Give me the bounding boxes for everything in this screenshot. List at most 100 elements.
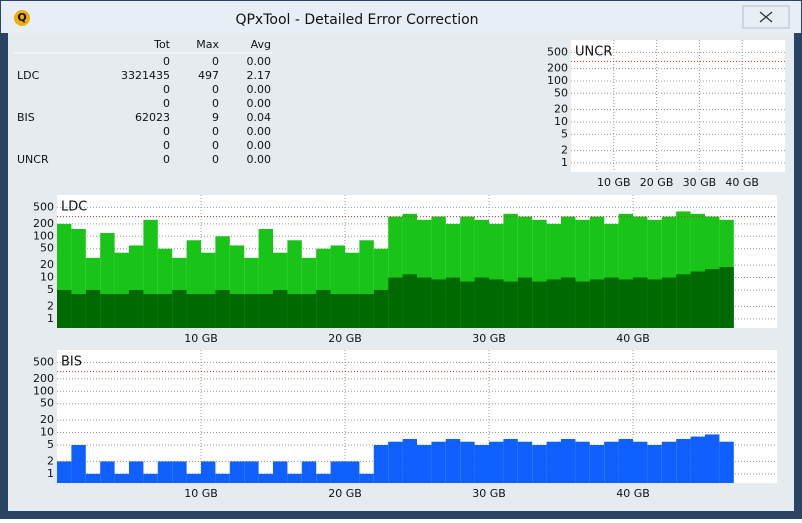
cell: 0: [163, 97, 170, 110]
bar: [532, 281, 547, 328]
cell: 0.00: [247, 125, 272, 138]
bar: [345, 461, 360, 483]
bar: [100, 293, 115, 328]
bar: [71, 444, 86, 483]
bar: [172, 461, 187, 483]
bar: [129, 289, 144, 328]
bar: [273, 461, 288, 483]
cell: 0: [163, 55, 170, 68]
bar: [460, 441, 475, 483]
y-tick-label: 10: [40, 271, 54, 284]
chart-title: BIS: [61, 355, 82, 370]
y-tick-label: 5: [47, 438, 54, 451]
cell: 0.00: [247, 83, 272, 96]
cell: 0: [163, 153, 170, 166]
bar: [85, 473, 101, 483]
bar: [114, 293, 129, 328]
x-tick-label: 40 GB: [725, 176, 759, 189]
y-tick-label: 5: [561, 127, 568, 140]
cell: 0.00: [247, 139, 272, 152]
bar: [100, 461, 115, 483]
bar: [330, 293, 345, 328]
bar: [618, 438, 633, 483]
bar: [301, 293, 317, 328]
bar: [402, 438, 417, 483]
bar: [705, 269, 720, 328]
x-tick-label: 10 GB: [597, 176, 631, 189]
bar: [561, 277, 576, 328]
bar: [532, 444, 547, 483]
bar: [373, 444, 389, 483]
x-tick-label: 30 GB: [472, 487, 506, 500]
bar: [201, 461, 216, 483]
y-tick-label: 200: [547, 62, 568, 75]
x-tick-label: 20 GB: [328, 487, 362, 500]
bar: [647, 279, 662, 328]
cell: 497: [198, 69, 219, 82]
y-tick-label: 5: [47, 283, 54, 296]
cell: 0: [212, 125, 219, 138]
bar: [143, 473, 158, 483]
bar: [575, 441, 590, 483]
bar: [359, 473, 374, 483]
y-tick-label: 1: [561, 156, 568, 169]
bar: [301, 461, 317, 483]
cell: 3321435: [121, 69, 170, 82]
bar: [287, 293, 302, 328]
bar: [589, 444, 605, 483]
cell: 0.04: [247, 111, 272, 124]
bar: [431, 279, 446, 328]
row-label: LDC: [17, 69, 40, 82]
bar: [575, 281, 590, 328]
cell: 0: [212, 97, 219, 110]
app-icon-glyph: Q: [17, 11, 26, 24]
bar: [330, 461, 345, 483]
bar: [258, 473, 273, 483]
bar: [489, 441, 504, 483]
y-tick-label: 20: [40, 413, 54, 426]
bar: [604, 441, 619, 483]
bar: [546, 279, 561, 328]
x-tick-label: 40 GB: [616, 332, 650, 345]
cell: 62023: [135, 111, 170, 124]
bar: [287, 473, 302, 483]
bar: [143, 293, 158, 328]
bar: [719, 267, 734, 328]
bar: [388, 277, 403, 328]
bar: [57, 289, 72, 328]
bar: [172, 289, 187, 328]
cell: 0: [212, 153, 219, 166]
x-tick-label: 10 GB: [184, 487, 218, 500]
bar: [690, 271, 705, 328]
bar: [618, 279, 633, 328]
bar: [417, 444, 432, 483]
bar: [474, 277, 489, 328]
bar: [244, 293, 259, 328]
cell: 2.17: [247, 69, 272, 82]
cell: 9: [212, 111, 219, 124]
bar: [258, 293, 273, 328]
cell: 0: [212, 139, 219, 152]
bar: [445, 277, 461, 328]
window-title: QPxTool - Detailed Error Correction: [235, 12, 478, 28]
title-bar: [1, 1, 801, 33]
table-header: Max: [196, 38, 219, 51]
bar: [388, 441, 403, 483]
bar: [633, 277, 648, 328]
bar: [186, 473, 201, 483]
cell: 0: [212, 83, 219, 96]
x-tick-label: 30 GB: [683, 176, 717, 189]
bar: [589, 279, 605, 328]
bar: [517, 441, 533, 483]
bar: [373, 289, 389, 328]
bar: [517, 277, 533, 328]
bar: [157, 293, 173, 328]
y-tick-label: 500: [547, 45, 568, 58]
bar: [201, 293, 216, 328]
bar: [345, 293, 360, 328]
x-tick-label: 40 GB: [616, 487, 650, 500]
y-tick-label: 500: [33, 200, 54, 213]
cell: 0: [163, 139, 170, 152]
row-label: UNCR: [17, 153, 49, 166]
bar: [316, 289, 331, 328]
